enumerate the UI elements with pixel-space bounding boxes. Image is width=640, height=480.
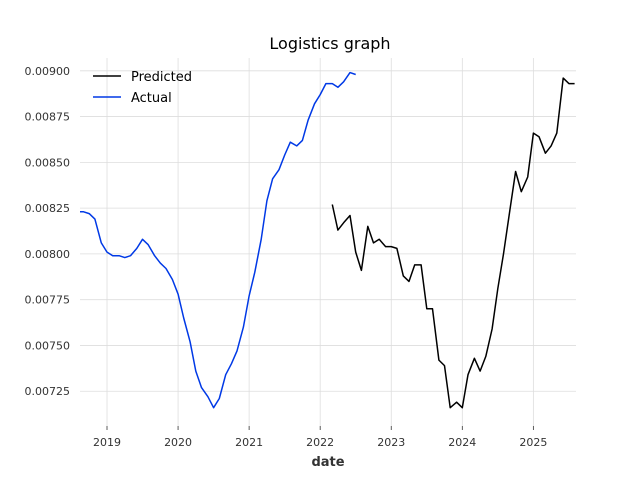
series-lines: [80, 71, 575, 409]
y-tick-label: 0.00900: [25, 65, 71, 78]
x-axis-label: date: [311, 455, 344, 470]
chart-title: Logistics graph: [269, 34, 390, 53]
grid: [80, 58, 576, 426]
x-axis-ticks: 2019 2020 2021 2022 2023 2024 2025: [93, 426, 547, 449]
y-tick-label: 0.00750: [25, 339, 71, 352]
y-tick-label: 0.00825: [25, 202, 71, 215]
x-tick-label: 2020: [164, 436, 192, 449]
y-tick-label: 0.00725: [25, 385, 71, 398]
y-tick-label: 0.00800: [25, 248, 71, 261]
y-tick-label: 0.00850: [25, 156, 71, 169]
x-tick-label: 2021: [235, 436, 263, 449]
legend-label-predicted: Predicted: [131, 70, 192, 85]
x-tick-label: 2022: [306, 436, 334, 449]
x-tick-label: 2024: [448, 436, 476, 449]
series-line-predicted: [331, 77, 575, 409]
series-line-actual: [80, 71, 356, 409]
x-tick-label: 2019: [93, 436, 121, 449]
y-tick-label: 0.00775: [25, 294, 71, 307]
y-axis-ticks: 0.00725 0.00750 0.00775 0.00800 0.00825 0.008…: [25, 65, 71, 398]
legend-label-actual: Actual: [131, 91, 172, 106]
y-tick-label: 0.00875: [25, 111, 71, 124]
legend: Predicted Actual: [93, 70, 192, 106]
x-tick-label: 2025: [519, 436, 547, 449]
x-tick-label: 2023: [377, 436, 405, 449]
